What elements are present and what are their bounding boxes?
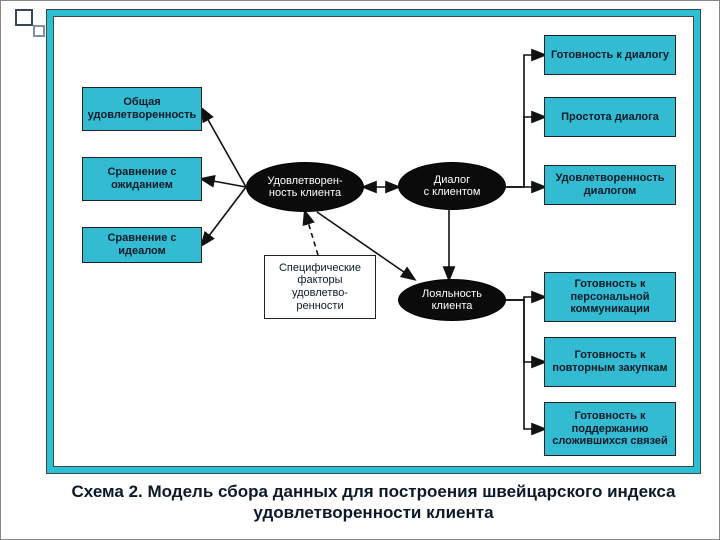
diagram-panel: Общая удовлетворенность Сравнение с ожида… [46, 9, 701, 474]
box-box_total_sat: Общая удовлетворенность [82, 87, 202, 131]
diagram-canvas: Общая удовлетворенность Сравнение с ожида… [53, 16, 694, 467]
edge [305, 212, 318, 255]
ellipse-ell_dialog: Диалогс клиентом [398, 162, 506, 210]
box-box_ready_rebuy: Готовность к повторным закупкам [544, 337, 676, 387]
box-box_ready_ties: Готовность к поддержанию сложившихся свя… [544, 402, 676, 456]
bullet-decor [15, 9, 43, 37]
edge [506, 297, 544, 300]
ellipse-ell_cust_sat: Удовлетворен-ность клиента [246, 162, 364, 212]
box-box_ready_comm: Готовность к персональной коммуникации [544, 272, 676, 322]
edge [202, 187, 246, 245]
box-box_spec_fact: Специфические факторы удовлетво-ренности [264, 255, 376, 319]
edge [506, 300, 544, 362]
bullet-square-large [15, 9, 33, 26]
box-box_vs_expect: Сравнение с ожиданием [82, 157, 202, 201]
box-box_sat_dialog: Удовлетворенность диалогом [544, 165, 676, 205]
edge [202, 179, 246, 187]
box-box_ready_dialog: Готовность к диалогу [544, 35, 676, 75]
box-box_vs_ideal: Сравнение с идеалом [82, 227, 202, 263]
ellipse-ell_loyalty: Лояльностьклиента [398, 279, 506, 321]
box-box_easy_dialog: Простота диалога [544, 97, 676, 137]
slide-frame: Общая удовлетворенность Сравнение с ожида… [0, 0, 720, 540]
edge [506, 300, 544, 429]
diagram-caption: Схема 2. Модель сбора данных для построе… [46, 481, 701, 524]
edge [506, 55, 544, 187]
edge [506, 117, 544, 187]
edge [202, 109, 246, 187]
diagram: Общая удовлетворенность Сравнение с ожида… [54, 17, 694, 467]
bullet-square-small [33, 25, 45, 37]
